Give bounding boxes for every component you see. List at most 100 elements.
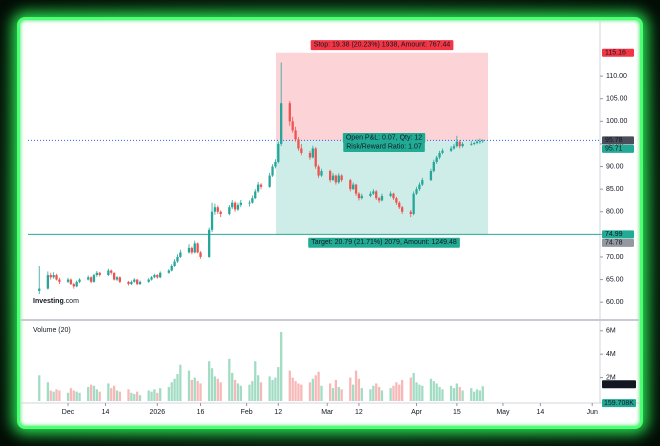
volume-bar — [136, 391, 139, 401]
candle-body — [52, 275, 55, 278]
target-label-box — [308, 237, 460, 248]
candle-body — [49, 275, 52, 278]
candle-body — [58, 279, 61, 282]
volume-bar — [268, 376, 271, 401]
candle-body — [297, 139, 300, 149]
y-tick-label: 100.00 — [606, 118, 628, 125]
candle-body — [357, 193, 361, 199]
y-tick-label: 90.00 — [606, 163, 624, 170]
volume-bar — [354, 370, 358, 401]
price-label-box — [602, 144, 634, 153]
candle-body — [231, 202, 234, 208]
candle-body — [320, 171, 323, 176]
candle-body — [213, 207, 217, 212]
volume-bar — [49, 390, 52, 401]
candle-body — [190, 247, 194, 253]
volume-bar — [271, 379, 274, 401]
volume-bar — [170, 382, 173, 401]
volume-bar — [69, 388, 73, 401]
candle-body — [377, 198, 381, 201]
candle-body — [170, 266, 173, 271]
candle-body — [470, 143, 473, 145]
volume-bar — [251, 381, 254, 401]
volume-bar — [228, 358, 231, 401]
volume-bar — [372, 385, 375, 401]
candle-body — [210, 211, 214, 230]
candle-body — [268, 175, 271, 187]
candle-body — [392, 193, 395, 199]
candle-body — [87, 277, 90, 280]
volume-bar — [277, 367, 280, 401]
candle-body — [328, 171, 332, 181]
candle-body — [115, 277, 119, 280]
volume-bar — [415, 382, 418, 401]
candle-body — [187, 247, 191, 253]
candle-body — [130, 281, 133, 285]
volume-bar — [300, 384, 303, 401]
volume-bar — [213, 376, 217, 401]
volume-bar — [167, 386, 170, 401]
volume-bar — [248, 384, 251, 401]
candle-body — [429, 171, 433, 181]
volume-bar — [179, 364, 182, 401]
candle-body — [458, 141, 461, 147]
volume-bar — [357, 378, 361, 401]
watermark-name: Investing — [33, 298, 64, 305]
volume-bar — [153, 389, 156, 401]
candle-body — [288, 103, 291, 122]
volume-bar — [297, 383, 300, 401]
candle-body — [55, 275, 58, 280]
candle-body — [112, 272, 116, 280]
candle-body — [118, 277, 122, 282]
candle-body — [159, 272, 162, 278]
candle-body — [331, 175, 335, 181]
volume-bar — [231, 372, 234, 401]
volume-bar — [432, 381, 435, 401]
volume-bar — [435, 383, 438, 401]
candle-body — [481, 140, 484, 142]
candle-body — [380, 195, 384, 201]
volume-bar — [52, 391, 55, 401]
volume-bar — [331, 388, 335, 401]
x-tick-label: Jun — [587, 409, 598, 416]
price-label: 95.78 — [605, 137, 623, 144]
candle-body — [136, 279, 139, 285]
volume-bar — [478, 390, 482, 401]
candle-body — [259, 184, 263, 187]
volume-bar — [288, 370, 291, 401]
candle-body — [138, 281, 142, 285]
volume-bar — [475, 389, 479, 401]
candle-body — [412, 193, 415, 215]
price-label: 115.16 — [605, 50, 626, 57]
volume-bar — [78, 392, 81, 401]
volume-bar — [340, 389, 343, 401]
volume-bar — [438, 386, 441, 401]
candle-body — [472, 143, 476, 144]
candle-body — [274, 162, 277, 167]
price-label-box — [602, 48, 634, 57]
candle-body — [352, 184, 355, 190]
volume-bar — [389, 388, 392, 401]
candle-body — [277, 143, 280, 163]
candle-body — [308, 152, 312, 158]
volume-bar — [95, 389, 98, 401]
candle-body — [236, 204, 240, 210]
candle-body — [173, 261, 176, 267]
volume-bar — [216, 378, 219, 401]
volume-bar — [360, 388, 363, 401]
volume-bar — [311, 378, 314, 401]
candle-body — [478, 141, 482, 143]
volume-bar — [452, 388, 456, 401]
candle-body — [156, 275, 159, 278]
volume-bar — [92, 385, 96, 401]
volume-bar — [138, 395, 142, 401]
candle-body — [254, 191, 257, 199]
volume-bar — [421, 385, 424, 401]
candle-body — [409, 211, 412, 215]
candle-body — [199, 252, 202, 257]
candle-body — [248, 202, 251, 204]
volume-bar — [280, 331, 283, 401]
candle-body — [193, 243, 196, 253]
candle-body — [280, 103, 283, 144]
